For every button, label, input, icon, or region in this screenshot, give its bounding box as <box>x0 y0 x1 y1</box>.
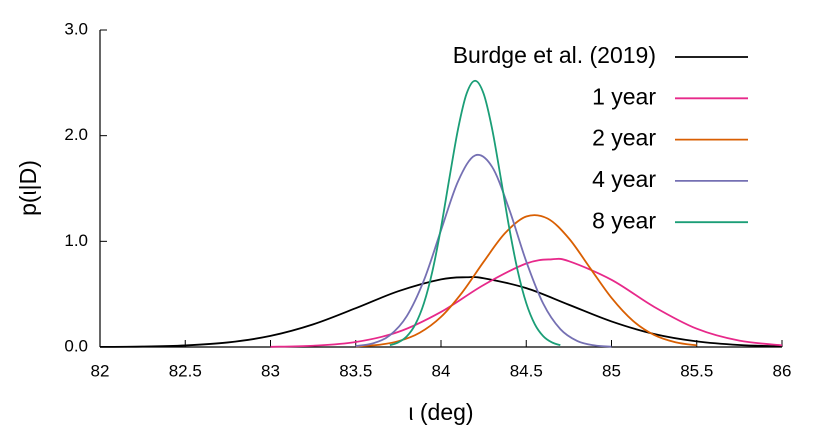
x-axis-label: ι (deg) <box>408 399 473 425</box>
y-tick-label: 1.0 <box>64 231 88 250</box>
legend-label: 1 year <box>592 83 656 109</box>
x-tick-label: 85 <box>602 361 621 380</box>
x-tick-label: 83 <box>261 361 280 380</box>
x-tick-label: 85.5 <box>680 361 713 380</box>
legend-label: Burdge et al. (2019) <box>453 42 656 68</box>
series-line <box>355 214 697 348</box>
y-tick-label: 0.0 <box>64 336 88 355</box>
x-tick-label: 82 <box>91 361 110 380</box>
legend-label: 8 year <box>592 207 656 233</box>
y-tick-label: 3.0 <box>64 19 88 38</box>
y-axis-label: p(ι|D) <box>15 160 41 216</box>
series-line <box>355 153 612 348</box>
legend-label: 4 year <box>592 166 656 192</box>
x-tick-label: 84.5 <box>510 361 543 380</box>
series-line <box>389 79 561 347</box>
series-line <box>270 257 783 348</box>
x-tick-label: 84 <box>432 361 451 380</box>
series-line <box>99 276 783 348</box>
x-tick-label: 86 <box>773 361 792 380</box>
y-tick-label: 2.0 <box>64 125 88 144</box>
legend-label: 2 year <box>592 125 656 151</box>
x-tick-label: 83.5 <box>339 361 372 380</box>
x-tick-label: 82.5 <box>169 361 202 380</box>
